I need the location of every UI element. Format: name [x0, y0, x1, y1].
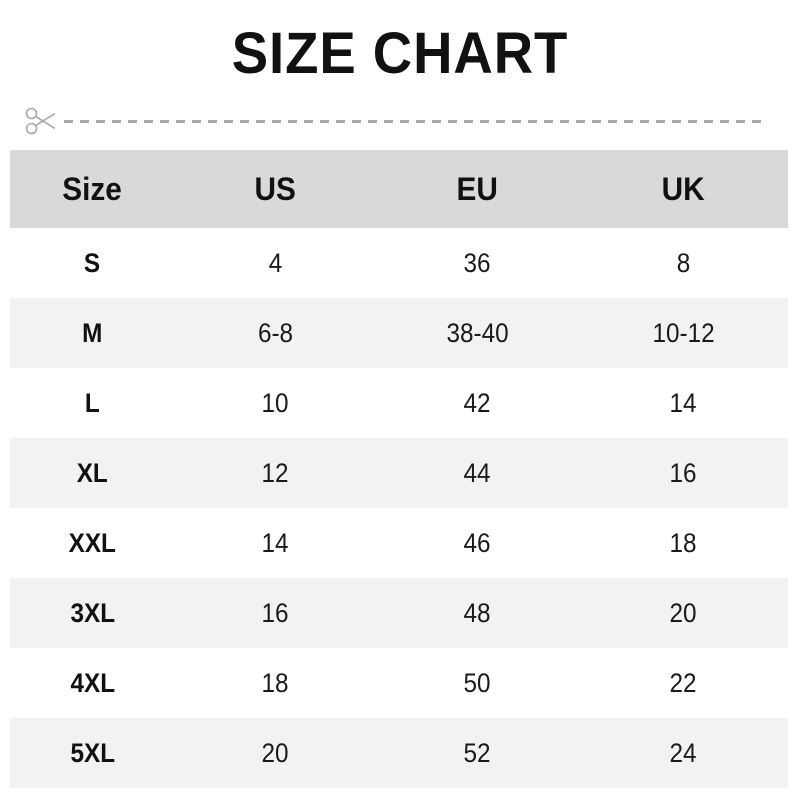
- cell-uk: 24: [579, 718, 788, 788]
- cell-eu-value: 50: [463, 667, 492, 698]
- cell-eu-value: 42: [463, 387, 492, 418]
- cell-size-value: 5XL: [70, 737, 115, 768]
- cell-uk: 14: [579, 368, 788, 438]
- cell-size: M: [10, 298, 175, 368]
- cell-us: 20: [175, 718, 376, 788]
- cell-size-value: 4XL: [70, 667, 115, 698]
- cell-us-value: 20: [261, 737, 290, 768]
- column-header-size: Size: [10, 150, 175, 228]
- cell-uk: 16: [579, 438, 788, 508]
- cell-uk-value: 24: [669, 737, 698, 768]
- cell-eu: 50: [376, 648, 579, 718]
- cell-eu: 44: [376, 438, 579, 508]
- cell-size-value: M: [82, 317, 103, 348]
- cell-us-value: 12: [261, 457, 290, 488]
- cell-uk: 20: [579, 578, 788, 648]
- cell-eu: 46: [376, 508, 579, 578]
- dashed-line: [64, 120, 768, 123]
- cell-us: 4: [175, 228, 376, 298]
- cell-size-value: S: [84, 247, 101, 278]
- size-chart-table: Size US EU UK S 4 36 8 M: [10, 150, 788, 788]
- cell-size: XXL: [10, 508, 175, 578]
- cell-us-value: 4: [268, 247, 283, 278]
- cell-size: XL: [10, 438, 175, 508]
- cell-eu-value: 36: [463, 247, 492, 278]
- table-header-row: Size US EU UK: [10, 150, 788, 228]
- cell-size: 3XL: [10, 578, 175, 648]
- cell-eu: 38-40: [376, 298, 579, 368]
- cell-us-value: 10: [261, 387, 290, 418]
- cell-size: L: [10, 368, 175, 438]
- cell-uk-value: 10-12: [652, 317, 715, 348]
- page-title: SIZE CHART: [231, 21, 569, 86]
- cell-eu-value: 52: [463, 737, 492, 768]
- column-header-eu: EU: [376, 150, 579, 228]
- column-header-uk-label: UK: [662, 170, 705, 207]
- cell-size: S: [10, 228, 175, 298]
- cell-us: 18: [175, 648, 376, 718]
- cell-uk: 18: [579, 508, 788, 578]
- cell-eu-value: 38-40: [446, 317, 509, 348]
- cell-eu-value: 44: [463, 457, 492, 488]
- cell-uk-value: 18: [669, 527, 698, 558]
- cell-eu-value: 48: [463, 597, 492, 628]
- cell-size: 4XL: [10, 648, 175, 718]
- cell-eu: 42: [376, 368, 579, 438]
- table-row: XXL 14 46 18: [10, 508, 788, 578]
- column-header-us: US: [175, 150, 376, 228]
- cell-eu: 52: [376, 718, 579, 788]
- cell-uk-value: 8: [676, 247, 691, 278]
- cell-us-value: 14: [261, 527, 290, 558]
- column-header-uk: UK: [579, 150, 788, 228]
- table-row: 3XL 16 48 20: [10, 578, 788, 648]
- scissors-icon: [25, 107, 56, 135]
- cell-size: 5XL: [10, 718, 175, 788]
- cell-size-value: L: [85, 387, 100, 418]
- cell-us: 6-8: [175, 298, 376, 368]
- cell-uk: 10-12: [579, 298, 788, 368]
- cell-eu: 36: [376, 228, 579, 298]
- table-row: 5XL 20 52 24: [10, 718, 788, 788]
- cell-us: 12: [175, 438, 376, 508]
- cell-us: 16: [175, 578, 376, 648]
- cell-uk-value: 16: [669, 457, 698, 488]
- cell-us: 10: [175, 368, 376, 438]
- cell-us: 14: [175, 508, 376, 578]
- cell-uk: 22: [579, 648, 788, 718]
- cell-us-value: 18: [261, 667, 290, 698]
- column-header-us-label: US: [254, 170, 297, 207]
- cell-size-value: XXL: [68, 527, 117, 558]
- cell-uk: 8: [579, 228, 788, 298]
- cell-size-value: XL: [76, 457, 109, 488]
- cut-line: [24, 104, 776, 138]
- page-title-container: SIZE CHART: [0, 22, 800, 86]
- cell-size-value: 3XL: [70, 597, 115, 628]
- cell-eu-value: 46: [463, 527, 492, 558]
- table-row: XL 12 44 16: [10, 438, 788, 508]
- cell-eu: 48: [376, 578, 579, 648]
- column-header-size-label: Size: [62, 170, 123, 207]
- table-row: L 10 42 14: [10, 368, 788, 438]
- cell-uk-value: 22: [669, 667, 698, 698]
- table-row: S 4 36 8: [10, 228, 788, 298]
- cell-us-value: 6-8: [257, 317, 294, 348]
- cell-us-value: 16: [261, 597, 290, 628]
- table-row: 4XL 18 50 22: [10, 648, 788, 718]
- table-row: M 6-8 38-40 10-12: [10, 298, 788, 368]
- cell-uk-value: 20: [669, 597, 698, 628]
- column-header-eu-label: EU: [456, 170, 499, 207]
- cell-uk-value: 14: [669, 387, 698, 418]
